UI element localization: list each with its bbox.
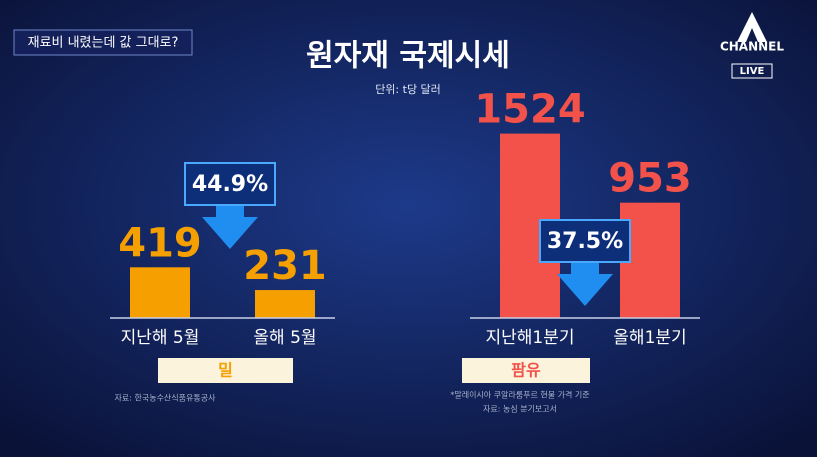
- change-label: 44.9%: [192, 172, 268, 197]
- chart-label: 팜유: [511, 361, 541, 380]
- banner-box: [13, 29, 193, 56]
- title: 원자재 국제시세: [306, 39, 510, 74]
- logo-mark: [737, 12, 767, 42]
- label-box: [462, 358, 590, 383]
- banner: 재료비 내렸는데 값 그대로?: [28, 36, 179, 51]
- source: *말레이시아 쿠알라룸푸르 현물 가격 기준: [450, 390, 589, 400]
- unit: 단위: t당 달러: [375, 83, 441, 96]
- value-label: 953: [608, 156, 692, 202]
- value-label: 419: [118, 220, 202, 266]
- source: 자료: 한국농수산식품유통공사: [115, 393, 217, 403]
- category-label: 지난해 5월: [121, 328, 200, 348]
- category-label: 올해 5월: [253, 328, 316, 348]
- live-box: [731, 63, 773, 79]
- category-label: 올해1분기: [613, 328, 686, 348]
- source: 자료: 농심 분기보고서: [483, 404, 557, 414]
- value-label: 1524: [474, 87, 585, 133]
- category-label: 지난해1분기: [485, 328, 574, 348]
- chart-label: 밀: [218, 361, 233, 380]
- bar: [130, 267, 190, 318]
- change-label: 37.5%: [547, 229, 623, 254]
- label-box: [158, 358, 293, 383]
- arrow: [202, 205, 258, 249]
- change-box: [539, 219, 631, 263]
- change-box: [184, 162, 276, 206]
- live: LIVE: [740, 66, 765, 77]
- arrow: [557, 262, 613, 306]
- bar: [255, 290, 315, 318]
- value-label: 231: [243, 243, 327, 289]
- logo: CHANNEL: [720, 40, 784, 54]
